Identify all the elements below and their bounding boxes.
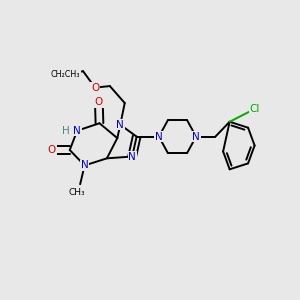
Text: CH₃: CH₃ [69, 188, 85, 197]
Text: O: O [91, 82, 99, 93]
Text: N: N [192, 132, 200, 142]
Text: N: N [128, 152, 136, 161]
Text: CH₂CH₃: CH₂CH₃ [50, 70, 80, 79]
Text: N: N [116, 120, 124, 130]
Text: N: N [73, 126, 81, 136]
Text: Cl: Cl [249, 104, 260, 114]
Text: H: H [62, 126, 70, 136]
Text: O: O [48, 145, 56, 155]
Text: N: N [81, 160, 88, 170]
Text: O: O [95, 98, 103, 107]
Text: N: N [155, 132, 163, 142]
